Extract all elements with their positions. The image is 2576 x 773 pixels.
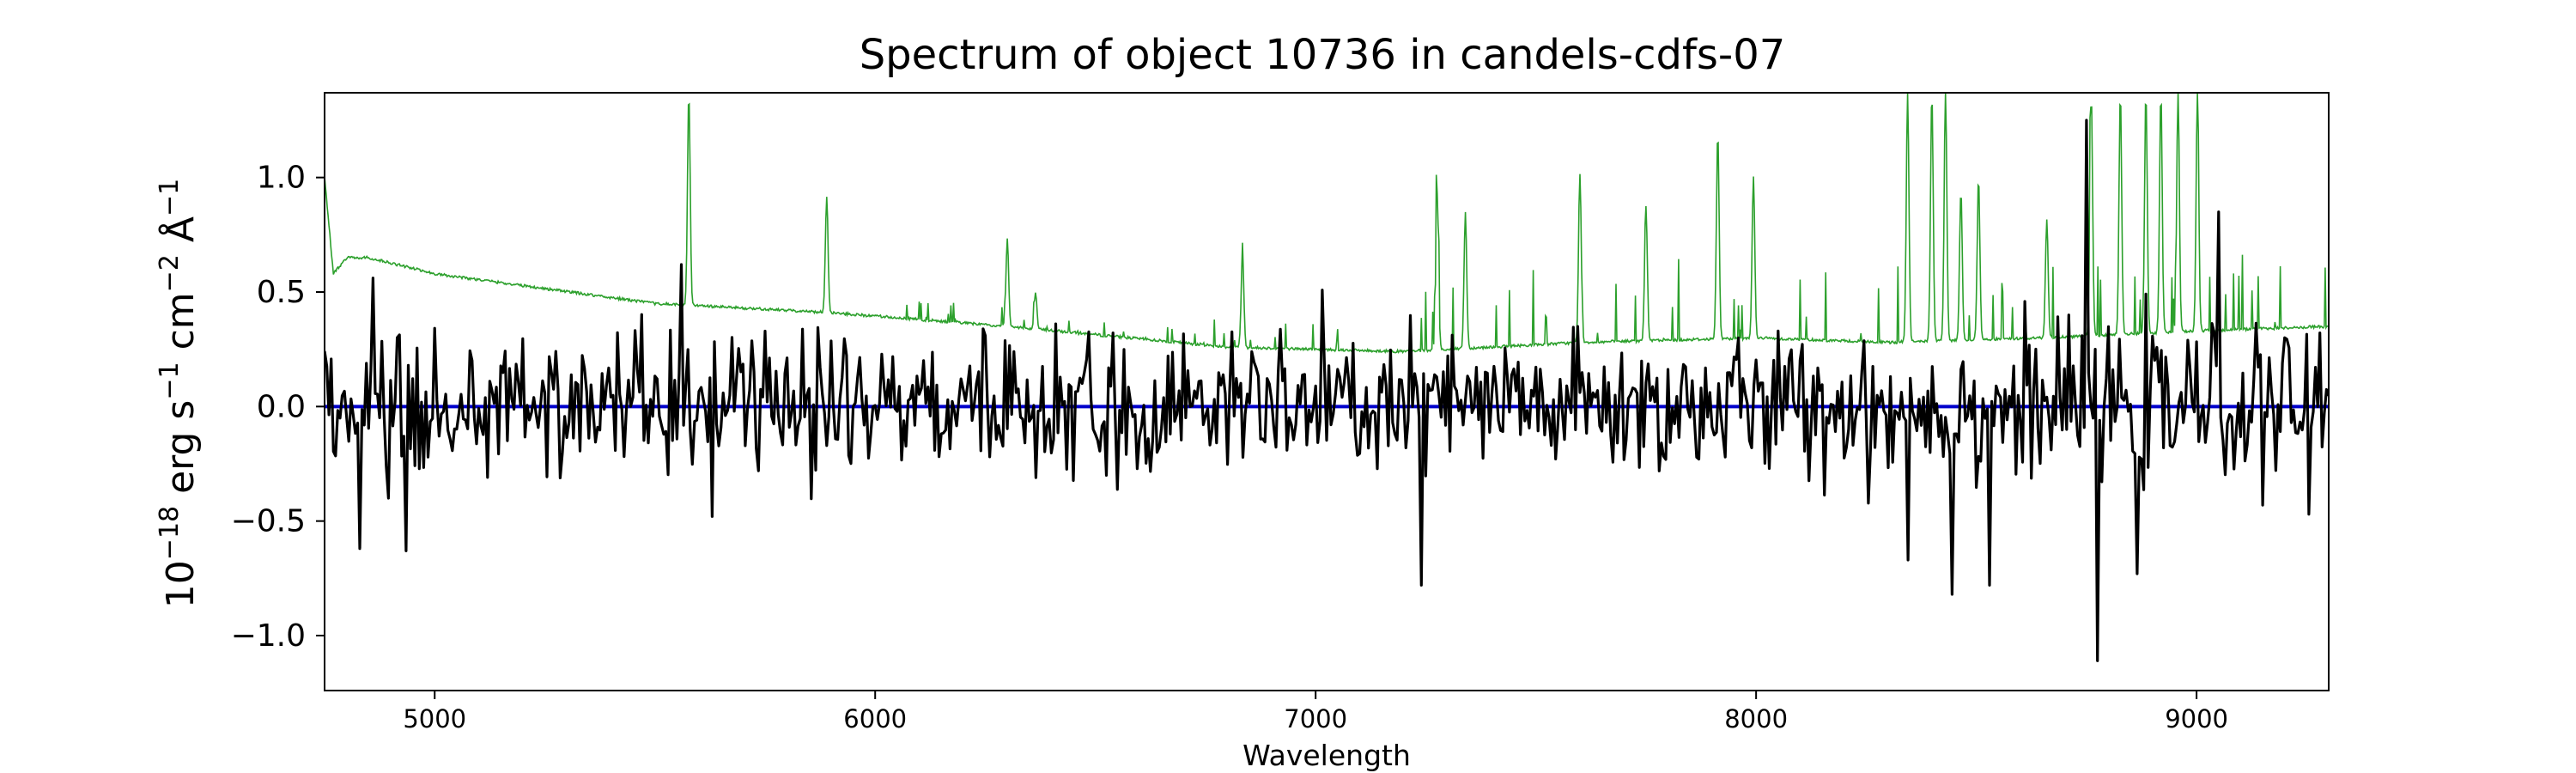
y-label-unit2: cm: [159, 292, 203, 362]
y-tick-label: −0.5: [231, 504, 306, 539]
series-layer: [325, 93, 2329, 662]
x-axis-label: Wavelength: [1242, 739, 1411, 772]
x-tick-label: 9000: [2165, 704, 2228, 733]
y-label-unit1: erg s: [159, 400, 203, 506]
y-label-unit1-exp: −1: [155, 362, 185, 399]
y-tick-label: 1.0: [257, 161, 306, 196]
y-label-prefix: 10: [159, 560, 203, 608]
y-axis: −1.0 −0.5 0.0 0.5 1.0: [231, 161, 325, 654]
chart-title: Spectrum of object 10736 in candels-cdfs…: [860, 31, 1786, 79]
y-axis-label: 10−18 erg s−1 cm−2 Å−1: [155, 179, 203, 608]
plot-frame: [324, 92, 2330, 691]
flux-spectrum-line: [325, 119, 2329, 662]
y-label-unit3: Å: [157, 216, 203, 254]
y-label-prefix-exp: −18: [155, 506, 185, 560]
x-tick-label: 8000: [1724, 704, 1788, 733]
y-tick-label: 0.0: [257, 389, 306, 424]
error-spectrum-line: [325, 93, 2329, 355]
y-tick-label: −1.0: [231, 618, 306, 654]
x-tick-label: 7000: [1284, 704, 1347, 733]
y-label-unit3-exp: −1: [155, 179, 185, 216]
x-tick-label: 6000: [843, 704, 907, 733]
x-axis: 5000 6000 7000 8000 9000: [403, 691, 2228, 733]
y-tick-label: 0.5: [257, 275, 306, 310]
x-tick-label: 5000: [403, 704, 466, 733]
y-label-unit2-exp: −2: [155, 254, 185, 292]
